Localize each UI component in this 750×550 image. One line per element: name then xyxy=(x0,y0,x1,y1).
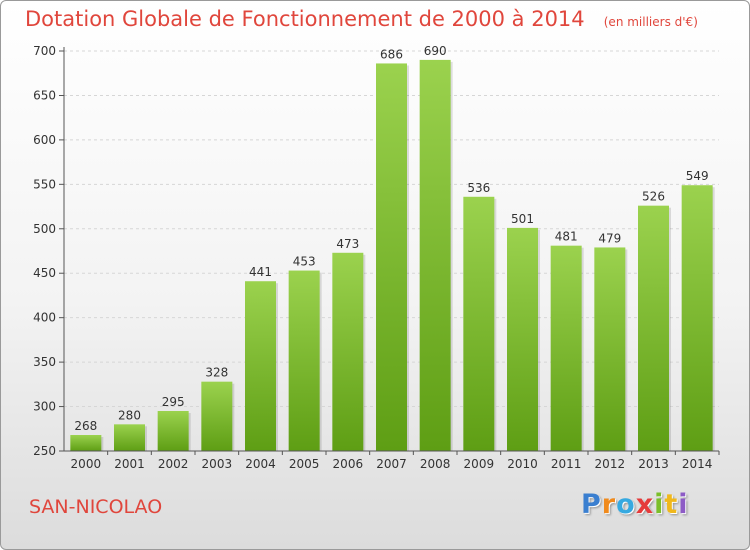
bar-layer: 268 280 295 328 441 453 473 686 690 536 501 481 479 5… xyxy=(70,44,715,452)
bar-value-label: 479 xyxy=(598,231,621,245)
x-tick-label: 2000 xyxy=(71,457,102,471)
bar-2002 xyxy=(157,411,189,451)
x-tick-label: 2006 xyxy=(333,457,364,471)
logo-letter: t xyxy=(664,489,679,520)
logo-letter: P xyxy=(581,489,602,520)
axis-layer: 250 300 350 400 450 500 550 600 650 700 2000 2001 20… xyxy=(33,44,720,471)
x-tick-label: 2005 xyxy=(289,457,320,471)
bar-2008 xyxy=(419,59,451,452)
bar-2001 xyxy=(114,424,145,451)
x-tick-label: 2014 xyxy=(682,457,713,471)
bar-2012 xyxy=(594,247,626,451)
y-tick-label: 600 xyxy=(33,133,56,147)
bar-2003 xyxy=(201,381,233,451)
y-tick-label: 500 xyxy=(33,222,56,236)
bar-value-label: 481 xyxy=(555,230,578,244)
bar-value-label: 526 xyxy=(642,190,665,204)
bar-value-label: 686 xyxy=(380,47,403,61)
bar-2005 xyxy=(288,270,320,451)
bar-2009 xyxy=(463,196,495,451)
bar-2006 xyxy=(332,252,364,451)
logo-letter: x xyxy=(635,489,655,520)
x-tick-label: 2013 xyxy=(638,457,669,471)
bar-value-label: 536 xyxy=(467,181,490,195)
bar-value-label: 295 xyxy=(162,395,185,409)
chart-title: Dotation Globale de Fonctionnement de 20… xyxy=(25,7,585,31)
bar-value-label: 549 xyxy=(686,169,709,183)
bar-value-label: 473 xyxy=(336,237,359,251)
x-tick-label: 2008 xyxy=(420,457,451,471)
commune-name: SAN-NICOLAO xyxy=(29,496,163,518)
y-tick-label: 550 xyxy=(33,177,56,191)
y-tick-label: 650 xyxy=(33,88,56,102)
x-tick-label: 2012 xyxy=(595,457,626,471)
bar-2000 xyxy=(70,435,102,451)
logo-letter: i xyxy=(678,489,689,520)
bar-2007 xyxy=(376,63,407,451)
x-tick-label: 2010 xyxy=(507,457,538,471)
logo-letter: r xyxy=(601,489,617,520)
x-tick-label: 2011 xyxy=(551,457,582,471)
x-tick-label: 2002 xyxy=(158,457,189,471)
y-tick-label: 250 xyxy=(33,444,56,458)
x-tick-label: 2001 xyxy=(114,457,145,471)
bar-value-label: 690 xyxy=(424,44,447,58)
bar-value-label: 280 xyxy=(118,408,141,422)
bar-value-label: 441 xyxy=(249,265,272,279)
logo-letter: o xyxy=(616,489,636,520)
y-tick-label: 400 xyxy=(33,311,56,325)
x-tick-label: 2004 xyxy=(245,457,276,471)
bar-2004 xyxy=(245,281,276,451)
logo-letter: i xyxy=(654,489,665,520)
bar-2014 xyxy=(681,185,713,451)
y-tick-label: 700 xyxy=(33,44,56,58)
bar-2011 xyxy=(550,245,582,451)
title-row: Dotation Globale de Fonctionnement de 20… xyxy=(25,7,698,31)
bar-value-label: 501 xyxy=(511,212,534,226)
bar-2013 xyxy=(638,205,669,451)
bar-2010 xyxy=(507,227,538,451)
x-tick-label: 2003 xyxy=(202,457,233,471)
bar-value-label: 328 xyxy=(205,366,228,380)
y-tick-label: 300 xyxy=(33,400,56,414)
x-tick-label: 2007 xyxy=(376,457,407,471)
y-tick-label: 350 xyxy=(33,355,56,369)
y-tick-label: 450 xyxy=(33,266,56,280)
chart-unit: (en milliers d'€) xyxy=(603,15,698,29)
x-tick-label: 2009 xyxy=(464,457,495,471)
bar-value-label: 453 xyxy=(293,255,316,269)
bar-value-label: 268 xyxy=(74,419,97,433)
proxiti-logo: Proxiti xyxy=(581,489,689,520)
